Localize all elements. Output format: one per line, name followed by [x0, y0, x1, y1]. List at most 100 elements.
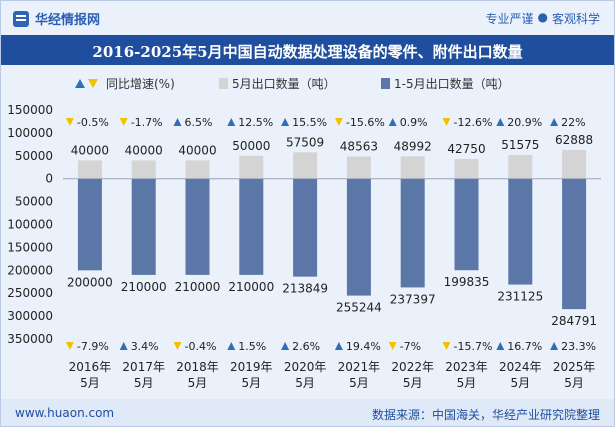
growth-may-down-icon: [65, 118, 74, 126]
growth-may-label: -0.5%: [77, 116, 109, 129]
growth-may-down-icon: [442, 118, 451, 126]
triangle-down-icon: [88, 79, 98, 88]
bar-may: [293, 152, 318, 179]
data-label-cumulative: 210000: [175, 280, 221, 294]
bar-cumulative: [400, 178, 425, 288]
legend-may-label: 5月出口数量（吨）: [232, 77, 336, 91]
y-tick-label: 50000: [15, 195, 53, 209]
x-tick-label-year: 2024年: [499, 360, 542, 374]
x-tick-label-year: 2019年: [230, 360, 273, 374]
growth-cumulative-label: -7.9%: [77, 340, 109, 353]
growth-cumulative-down-icon: [388, 342, 397, 350]
x-tick-label-month: 5月: [295, 376, 315, 390]
x-tick-label-month: 5月: [457, 376, 477, 390]
growth-cumulative-up-icon: [334, 342, 343, 350]
data-label-may: 40000: [125, 143, 163, 157]
x-tick-label-month: 5月: [564, 376, 584, 390]
footer-site-link[interactable]: www.huaon.com: [15, 406, 115, 420]
bar-cumulative: [239, 178, 264, 275]
bar-cumulative: [346, 178, 371, 296]
x-tick-label-month: 5月: [188, 376, 208, 390]
growth-may-up-icon: [227, 118, 236, 126]
data-label-may: 48563: [340, 139, 378, 153]
y-tick-label: 100000: [7, 218, 53, 232]
growth-may-label: 20.9%: [507, 116, 542, 129]
data-label-may: 40000: [71, 143, 109, 157]
growth-may-label: -15.6%: [346, 116, 385, 129]
growth-may-up-icon: [496, 118, 505, 126]
legend-growth: 同比增速(%): [75, 75, 175, 92]
x-tick-label-month: 5月: [134, 376, 154, 390]
x-tick-label-year: 2020年: [284, 360, 327, 374]
growth-may-label: 22%: [561, 116, 585, 129]
growth-may-label: -1.7%: [131, 116, 163, 129]
growth-cumulative-up-icon: [227, 342, 236, 350]
growth-cumulative-label: -7%: [400, 340, 421, 353]
growth-cumulative-label: -0.4%: [185, 340, 217, 353]
x-tick-label-year: 2016年: [69, 360, 112, 374]
legend-cumulative-swatch: [381, 78, 390, 89]
chart-title: 2016-2025年5月中国自动数据处理设备的零件、附件出口数量: [92, 43, 523, 61]
brand-name: 华经情报网: [35, 13, 101, 28]
y-tick-label: 150000: [7, 240, 53, 254]
legend-cumulative-label: 1-5月出口数量（吨）: [394, 77, 510, 91]
growth-cumulative-up-icon: [281, 342, 290, 350]
growth-cumulative-label: 16.7%: [507, 340, 542, 353]
y-tick-label: 50000: [15, 149, 53, 163]
data-label-cumulative: 255244: [336, 301, 382, 315]
bar-cumulative: [131, 178, 156, 275]
y-tick-label: 100000: [7, 126, 53, 140]
x-tick-label-month: 5月: [241, 376, 261, 390]
growth-cumulative-label: -15.7%: [454, 340, 493, 353]
growth-may-up-icon: [550, 118, 559, 126]
title-bar: 2016-2025年5月中国自动数据处理设备的零件、附件出口数量: [1, 35, 614, 65]
data-label-cumulative: 213849: [282, 282, 328, 296]
footer: www.huaon.com 数据来源：中国海关，华经产业研究院整理: [1, 399, 614, 426]
top-bar: 华经情报网 专业严谨 ● 客观科学: [1, 1, 614, 35]
footer-source: 数据来源：中国海关，华经产业研究院整理: [371, 408, 600, 422]
legend-cumulative: 1-5月出口数量（吨）: [381, 75, 510, 92]
growth-may-label: 15.5%: [292, 116, 327, 129]
triangle-up-icon: [75, 79, 85, 88]
data-label-may: 57509: [286, 135, 324, 149]
x-tick-label-year: 2022年: [391, 360, 434, 374]
y-tick-label: 350000: [7, 332, 53, 346]
bar-may: [454, 159, 479, 179]
x-tick-label-year: 2023年: [445, 360, 488, 374]
x-tick-label-year: 2018年: [176, 360, 219, 374]
x-tick-label-month: 5月: [349, 376, 369, 390]
growth-cumulative-down-icon: [442, 342, 451, 350]
legend-may: 5月出口数量（吨）: [219, 75, 336, 92]
growth-cumulative-down-icon: [173, 342, 182, 350]
bar-may: [239, 155, 264, 179]
growth-may-label: -12.6%: [454, 116, 493, 129]
x-tick-label-year: 2017年: [122, 360, 165, 374]
legend: 同比增速(%) 5月出口数量（吨） 1-5月出口数量（吨）: [1, 73, 614, 95]
growth-may-label: 12.5%: [238, 116, 273, 129]
growth-may-label: 0.9%: [400, 116, 428, 129]
legend-may-swatch: [219, 78, 228, 89]
slogan-tags: 专业严谨 ● 客观科学: [485, 10, 600, 27]
brand-logo[interactable]: 华经情报网: [13, 9, 100, 28]
y-tick-label: 250000: [7, 286, 53, 300]
bar-cumulative: [293, 178, 318, 277]
data-label-may: 42750: [447, 142, 485, 156]
bar-may: [346, 156, 371, 179]
data-label-may: 50000: [232, 139, 270, 153]
growth-may-up-icon: [173, 118, 182, 126]
growth-cumulative-up-icon: [119, 342, 128, 350]
x-tick-label-year: 2021年: [338, 360, 381, 374]
data-label-cumulative: 237397: [390, 292, 436, 306]
y-tick-label: 150000: [7, 103, 53, 117]
data-label-may: 48992: [394, 139, 432, 153]
data-label-cumulative: 199835: [444, 275, 490, 289]
bar-may: [508, 155, 533, 179]
x-tick-label-year: 2025年: [553, 360, 596, 374]
legend-growth-label: 同比增速(%): [106, 77, 175, 91]
tag-left: 专业严谨: [485, 12, 534, 26]
bar-may: [131, 160, 156, 179]
y-tick-label: 200000: [7, 263, 53, 277]
brand-logo-icon: [13, 10, 29, 27]
growth-cumulative-label: 3.4%: [131, 340, 159, 353]
bar-chart: 150000 100000 50000 0 50000 100000 150000 20000…: [7, 103, 601, 390]
